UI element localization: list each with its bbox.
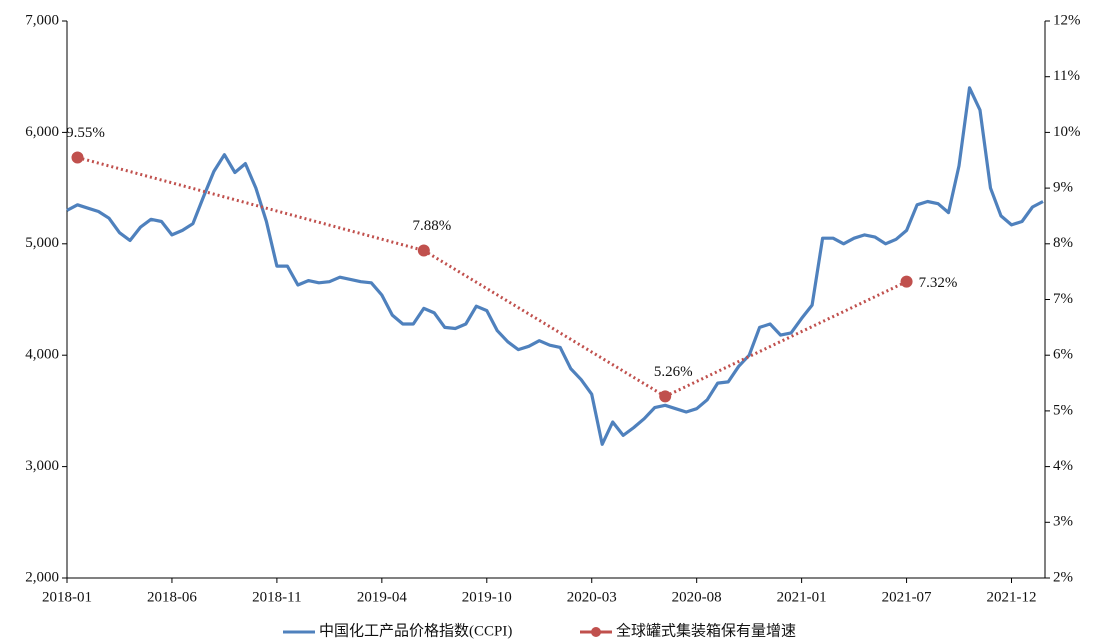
x-tick-label: 2020-03 bbox=[567, 589, 617, 605]
data-label: 5.26% bbox=[654, 364, 693, 380]
series-point bbox=[659, 390, 672, 403]
y2-tick-label: 10% bbox=[1053, 124, 1081, 140]
series-point bbox=[417, 244, 430, 257]
y-tick-label: 3,000 bbox=[25, 458, 59, 474]
x-tick-label: 2019-10 bbox=[462, 589, 512, 605]
series-line bbox=[66, 86, 1044, 446]
y2-tick-label: 5% bbox=[1053, 402, 1073, 418]
legend-label: 中国化工产品价格指数(CCPI) bbox=[319, 622, 512, 639]
legend-label: 全球罐式集装箱保有量增速 bbox=[616, 621, 796, 639]
x-tick-label: 2021-07 bbox=[882, 589, 932, 605]
y2-tick-label: 12% bbox=[1053, 12, 1081, 28]
legend-marker bbox=[591, 627, 601, 637]
series-connector bbox=[77, 156, 425, 252]
x-tick-label: 2018-11 bbox=[252, 589, 301, 605]
y2-tick-label: 7% bbox=[1053, 291, 1073, 307]
y-tick-label: 5,000 bbox=[25, 235, 59, 251]
data-label: 7.88% bbox=[412, 218, 451, 234]
y2-tick-label: 8% bbox=[1053, 235, 1073, 251]
x-tick-label: 2021-12 bbox=[987, 589, 1037, 605]
series-connector bbox=[423, 249, 666, 398]
x-tick-label: 2018-01 bbox=[42, 589, 92, 605]
x-tick-label: 2021-01 bbox=[777, 589, 827, 605]
y2-tick-label: 9% bbox=[1053, 180, 1073, 196]
y2-tick-label: 3% bbox=[1053, 514, 1073, 530]
y-tick-label: 2,000 bbox=[25, 569, 59, 585]
series-connector bbox=[664, 280, 908, 398]
series-point bbox=[71, 151, 84, 164]
y2-tick-label: 2% bbox=[1053, 569, 1073, 585]
y-tick-label: 6,000 bbox=[25, 124, 59, 140]
x-tick-label: 2018-06 bbox=[147, 589, 197, 605]
data-label: 7.32% bbox=[919, 275, 958, 291]
y2-tick-label: 11% bbox=[1053, 68, 1080, 84]
y2-tick-label: 6% bbox=[1053, 347, 1073, 363]
x-tick-label: 2019-04 bbox=[357, 589, 407, 605]
y2-tick-label: 4% bbox=[1053, 458, 1073, 474]
y-tick-label: 4,000 bbox=[25, 347, 59, 363]
series-point bbox=[900, 275, 913, 288]
y-tick-label: 7,000 bbox=[25, 12, 59, 28]
x-tick-label: 2020-08 bbox=[672, 589, 722, 605]
data-label: 9.55% bbox=[66, 125, 105, 141]
